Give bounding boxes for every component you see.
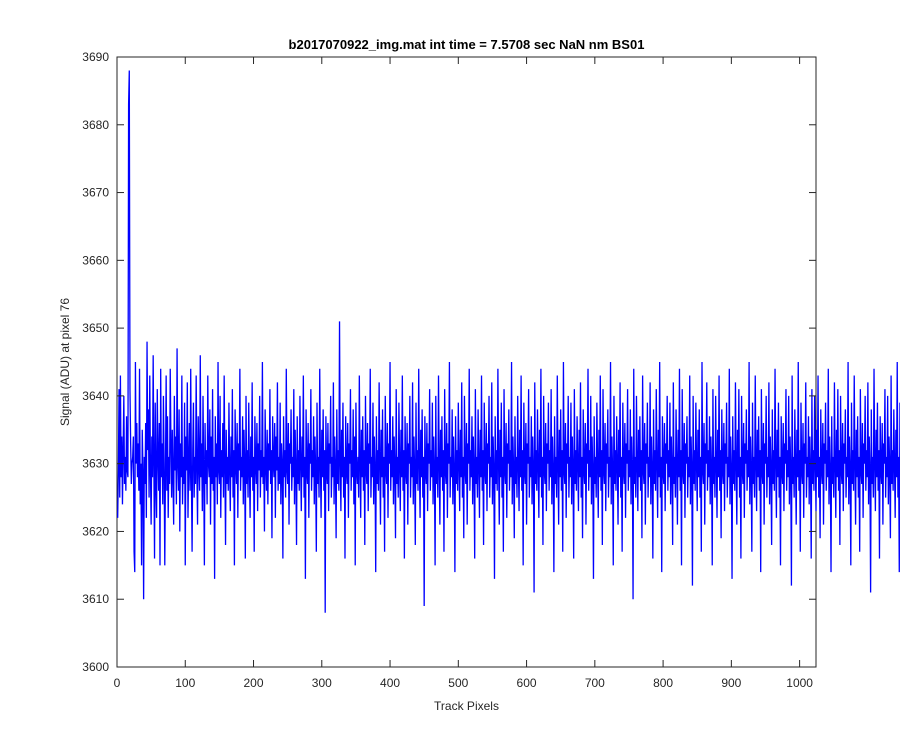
x-tick-label: 0 [114,676,121,690]
chart-title: b2017070922_img.mat int time = 7.5708 se… [289,37,645,52]
x-tick-label: 100 [175,676,195,690]
y-tick-label: 3630 [82,457,109,471]
y-tick-label: 3610 [82,592,109,606]
y-tick-label: 3680 [82,118,109,132]
x-tick-label: 600 [517,676,537,690]
x-tick-label: 200 [244,676,264,690]
series-line-0 [117,70,900,613]
y-tick-label: 3620 [82,524,109,538]
y-tick-label: 3690 [82,50,109,64]
x-axis-label: Track Pixels [434,699,499,713]
y-axis-ticks: 3600 3610 3620 3630 3640 3650 3660 3670 3680 3690 [82,50,816,674]
y-tick-label: 3640 [82,389,109,403]
x-tick-label: 300 [312,676,332,690]
x-tick-label: 900 [721,676,741,690]
y-tick-label: 3650 [82,321,109,335]
x-tick-label: 1000 [786,676,813,690]
x-tick-label: 500 [448,676,468,690]
y-tick-label: 3670 [82,186,109,200]
y-tick-label: 3600 [82,660,109,674]
series-group [117,70,900,613]
y-axis-label: Signal (ADU) at pixel 76 [58,298,72,426]
plot-area [116,56,817,668]
x-axis-ticks: 0 100 200 300 400 500 600 700 800 900 1000 [114,57,813,690]
x-tick-label: 700 [585,676,605,690]
x-tick-label: 800 [653,676,673,690]
x-tick-label: 400 [380,676,400,690]
y-tick-label: 3660 [82,253,109,267]
